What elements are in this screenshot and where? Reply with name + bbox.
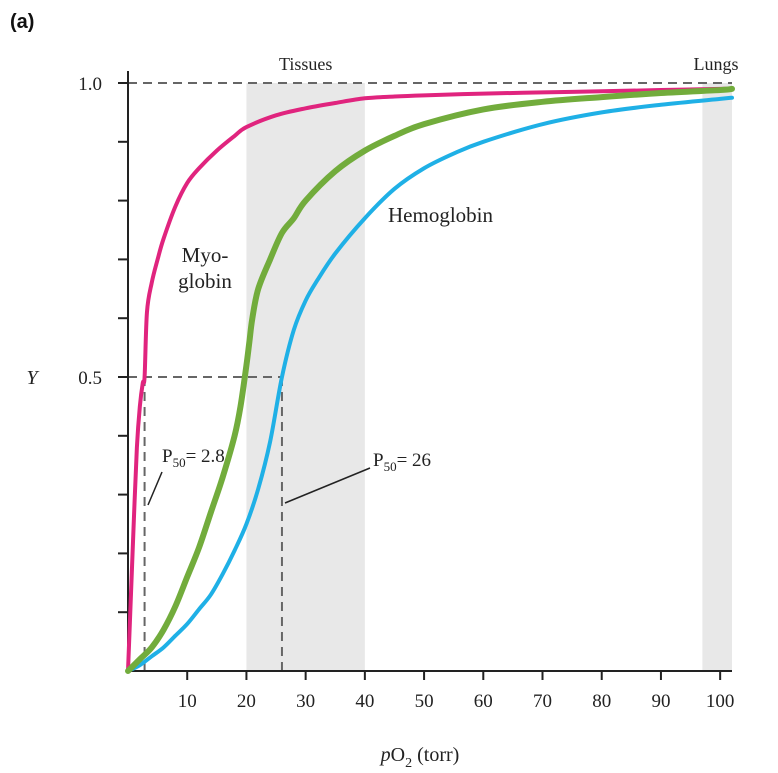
series-label-hemoglobin: Hemoglobin	[388, 203, 493, 227]
y-tick-label: 1.0	[78, 74, 102, 95]
labels: Tissues Lungs Myo-globin Hemoglobin P50= 2.8…	[147, 54, 739, 506]
p50-label-hemoglobin: P50= 26	[373, 450, 431, 474]
region-label-tissues: Tissues	[279, 54, 332, 74]
x-tick-label: 90	[651, 691, 670, 712]
x-tick-label: 10	[178, 691, 197, 712]
x-tick-label: 30	[296, 691, 315, 712]
x-tick-label: 40	[355, 691, 374, 712]
x-tick-label: 60	[474, 691, 493, 712]
p50-label-hemoglobin-leader	[284, 467, 371, 504]
p50-label-myoglobin: P50= 2.8	[162, 446, 225, 470]
x-tick-label: 100	[706, 691, 735, 712]
y-axis-label: Y	[26, 367, 39, 389]
curve-myoglobin	[126, 86, 734, 673]
y-tick-label: 0.5	[78, 368, 102, 389]
curve-green-curve	[125, 85, 735, 674]
x-tick-label: 20	[237, 691, 256, 712]
curves	[125, 85, 735, 674]
series-label-myoglobin: globin	[178, 269, 232, 293]
panel-label: (a)	[10, 11, 34, 33]
x-tick-label: 50	[415, 691, 434, 712]
curve-hemoglobin	[126, 95, 734, 673]
x-axis-label: pO2 (torr)	[379, 744, 460, 771]
shaded-region-lungs	[702, 83, 732, 671]
p50-label-myoglobin-leader	[147, 471, 163, 506]
x-tick-label: 70	[533, 691, 552, 712]
x-tick-label: 80	[592, 691, 611, 712]
dashed-guides	[128, 82, 732, 671]
series-label-myoglobin: Myo-	[182, 243, 229, 267]
shaded-regions	[246, 83, 732, 671]
region-label-lungs: Lungs	[694, 54, 739, 74]
